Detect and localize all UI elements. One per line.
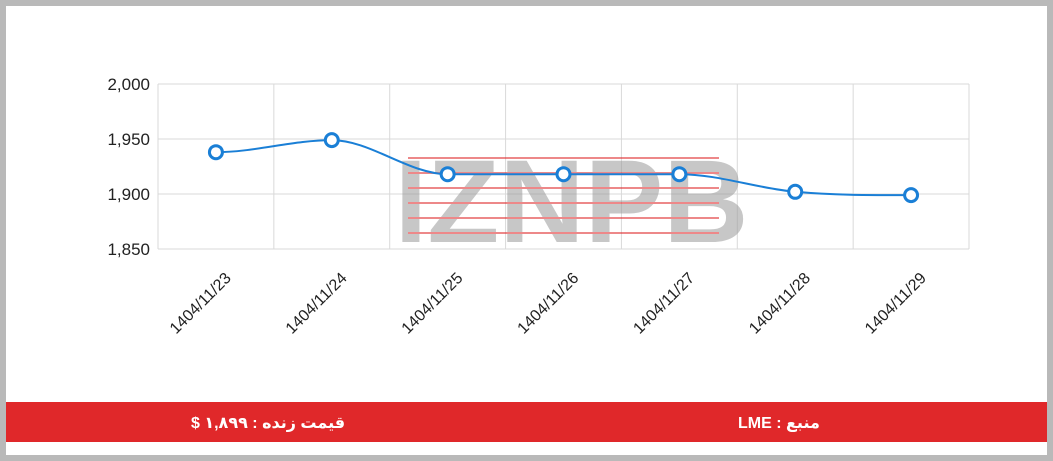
y-tick-label: 2,000 — [107, 75, 150, 94]
watermark-logo: IZNPB — [395, 136, 749, 268]
x-axis-ticks: 1404/11/23 1404/11/24 1404/11/25 1404/11/26… — [167, 270, 930, 338]
data-point[interactable] — [323, 132, 340, 149]
info-bar: قیمت زنده : ۱,۸۹۹ $ منبع : LME — [6, 402, 1047, 442]
footer-strip — [6, 442, 1047, 455]
data-point[interactable] — [787, 183, 804, 200]
x-tick-label: 1404/11/26 — [515, 270, 583, 338]
data-point[interactable] — [671, 166, 688, 183]
x-tick-label: 1404/11/24 — [283, 270, 351, 338]
data-point[interactable] — [903, 187, 920, 204]
data-point[interactable] — [439, 166, 456, 183]
x-tick-label: 1404/11/29 — [862, 270, 930, 338]
x-tick-label: 1404/11/27 — [630, 270, 698, 338]
y-tick-label: 1,900 — [107, 185, 150, 204]
grid — [157, 83, 970, 250]
data-point[interactable] — [207, 144, 224, 161]
live-price-label: قیمت زنده : ۱,۸۹۹ $ — [191, 415, 346, 432]
source-label: منبع : LME — [738, 415, 820, 432]
x-tick-label: 1404/11/28 — [746, 270, 814, 338]
x-tick-label: 1404/11/23 — [167, 270, 235, 338]
x-tick-label: 1404/11/25 — [399, 270, 467, 338]
y-axis-ticks: 1,850 1,900 1,950 2,000 — [107, 75, 150, 259]
series-markers — [207, 132, 920, 204]
y-tick-label: 1,850 — [107, 240, 150, 259]
y-tick-label: 1,950 — [107, 130, 150, 149]
data-point[interactable] — [555, 166, 572, 183]
